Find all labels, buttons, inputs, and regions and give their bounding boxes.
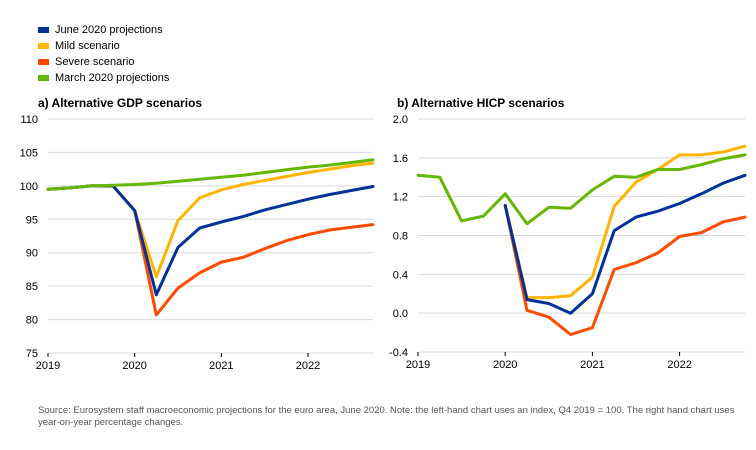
series-line-severe-scenario <box>503 203 747 336</box>
y-tick-label: 2.0 <box>393 114 408 126</box>
y-tick-label: 100 <box>20 181 38 193</box>
y-tick-label: 105 <box>20 147 38 159</box>
x-tick-label: 2019 <box>406 359 430 371</box>
legend-label: Severe scenario <box>55 56 135 68</box>
y-tick-label: 85 <box>26 281 38 293</box>
chart-title-gdp: a) Alternative GDP scenarios <box>38 96 203 110</box>
y-tick-label: 110 <box>20 114 38 126</box>
x-tick-label: 2020 <box>493 359 517 371</box>
series-line-june-2020-projections <box>503 173 747 315</box>
y-tick-label: 0.0 <box>393 308 408 320</box>
legend-item: March 2020 projections <box>38 70 169 86</box>
legend-swatch <box>38 59 49 65</box>
x-tick-label: 2020 <box>122 360 146 372</box>
x-tick-label: 2022 <box>667 359 691 371</box>
legend-item: Mild scenario <box>38 38 169 54</box>
legend-swatch <box>38 27 49 33</box>
y-tick-label: 90 <box>26 248 38 260</box>
legend-swatch <box>38 43 49 49</box>
x-tick-label: 2019 <box>36 360 60 372</box>
legend: June 2020 projections Mild scenario Severe… <box>38 22 169 86</box>
y-tick-label: 95 <box>26 214 38 226</box>
y-tick-label: 0.4 <box>393 269 408 281</box>
y-tick-label: 75 <box>26 348 38 360</box>
y-tick-label: 0.8 <box>393 231 408 243</box>
x-tick-label: 2021 <box>580 359 604 371</box>
x-tick-label: 2021 <box>209 360 233 372</box>
legend-swatch <box>38 75 49 81</box>
y-tick-label: 80 <box>26 315 38 327</box>
legend-label: Mild scenario <box>55 40 120 52</box>
y-tick-label: 1.6 <box>393 153 408 165</box>
legend-label: March 2020 projections <box>55 72 170 84</box>
legend-item: June 2020 projections <box>38 22 169 38</box>
legend-label: June 2020 projections <box>55 24 163 36</box>
series-line-march-2020-projections <box>46 158 375 191</box>
legend-item: Severe scenario <box>38 54 169 70</box>
x-tick-label: 2022 <box>296 360 320 372</box>
chart-title-hicp: b) Alternative HICP scenarios <box>397 96 565 110</box>
y-tick-label: -0.4 <box>389 347 408 359</box>
source-note: Source: Eurosystem staff macroeconomic p… <box>38 405 735 428</box>
series-line-mild-scenario <box>503 144 747 300</box>
series-line-march-2020-projections <box>416 153 747 226</box>
y-tick-label: 1.2 <box>393 192 408 204</box>
